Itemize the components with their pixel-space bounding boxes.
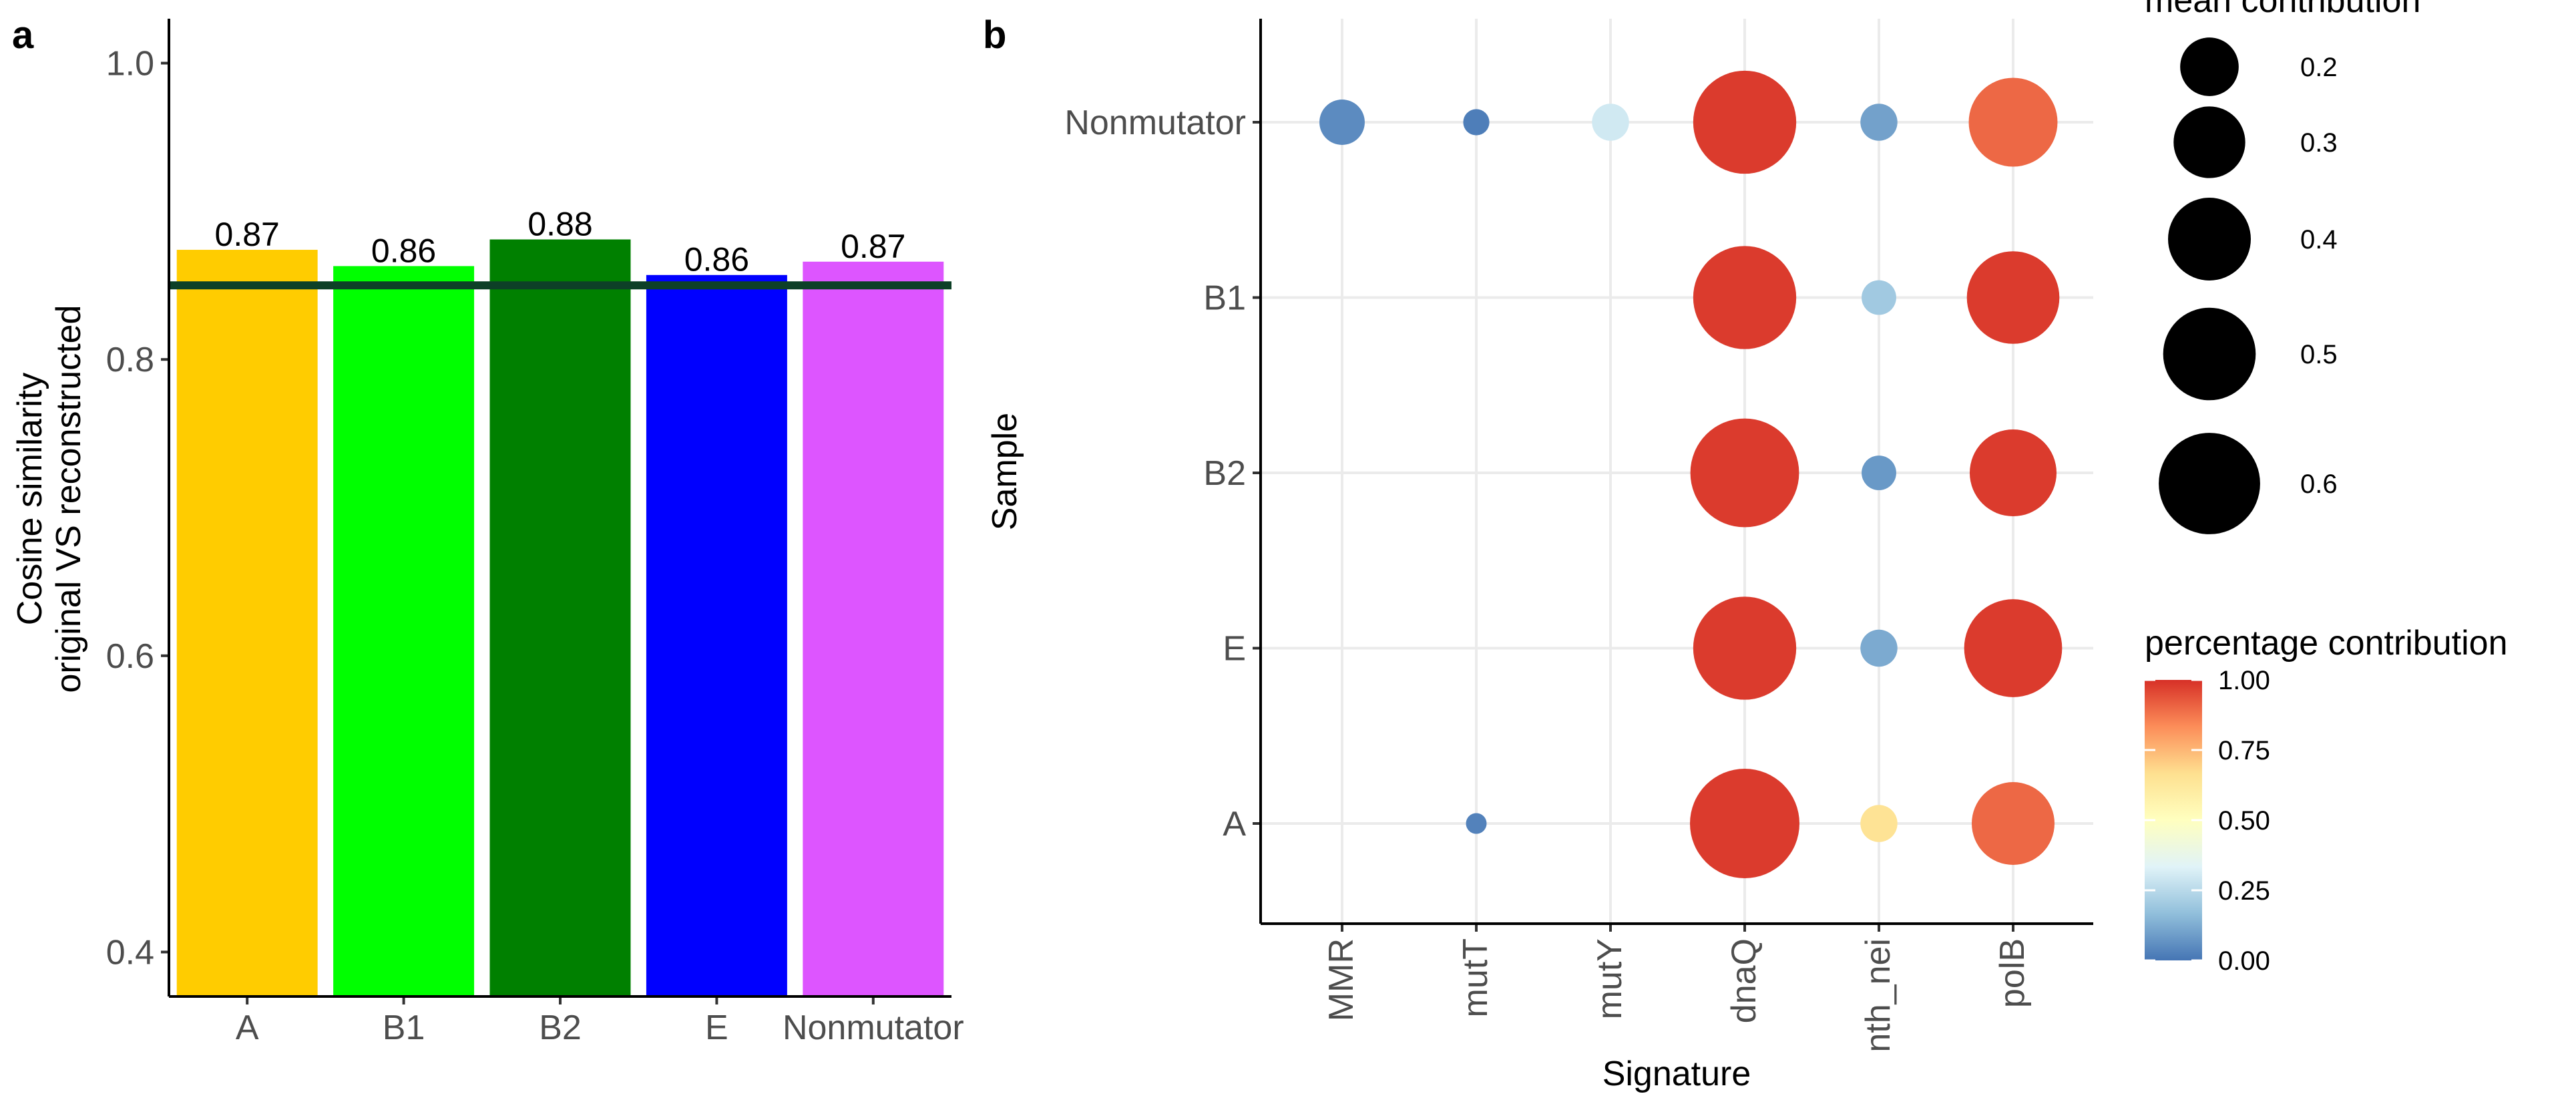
point [1860,629,1898,667]
bar-value-labels: 0.87 0.86 0.88 0.86 0.87 [215,206,906,279]
point [1862,280,1896,315]
color-legend-label: 0.25 [2218,876,2270,906]
y-axis-ticks: 0.4 0.6 0.8 1.0 [106,45,169,972]
size-legend-label: 0.5 [2300,340,2338,369]
panel-a-letter: a [12,13,34,57]
point [1966,251,2060,344]
x-tick-label: nth_nei [1859,938,1898,1053]
y-axis-title: Cosine similarity original VS reconstruct… [11,305,88,693]
point [1319,100,1365,145]
grid-lines [1261,19,2093,924]
bars [176,239,944,997]
y-tick-label: 0.8 [106,341,154,379]
size-legend-title: mean contribution [2145,0,2420,20]
color-legend-label: 0.50 [2218,806,2270,836]
point [1860,805,1898,842]
x-tick-label: Nonmutator [783,1008,964,1047]
point [1969,429,2057,517]
point [1690,769,1799,878]
bar-value-label: 0.87 [841,228,905,265]
point [1463,109,1490,136]
y-axis-title: Sample [986,413,1024,530]
bar-value-label: 0.86 [684,241,749,279]
bar [489,239,631,997]
y-tick-label: 1.0 [106,45,154,83]
points [1319,70,2063,878]
point [1964,599,2063,697]
point [1592,104,1629,141]
point [1690,418,1799,528]
x-tick-label: B2 [539,1008,582,1047]
panel-a-bar-chart: a Cosine similarity original VS reconstru… [11,13,964,1047]
x-axis-title: Signature [1602,1055,1751,1093]
size-legend-key [2180,37,2239,96]
y-tick-label: 0.6 [106,637,154,676]
x-tick-label: E [705,1008,728,1047]
y-axis-ticks: A E B2 B1 Nonmutator [1064,104,1261,844]
x-axis-ticks: MMR mutT mutY dnaQ nth_nei polB [1322,924,2032,1053]
y-axis-title-line: original VS reconstructed [49,305,88,693]
x-tick-label: MMR [1322,938,1361,1021]
panel-b-dot-plot: b A E B2 B1 Nonmutator MMR mutT mutY dnaQ nth_ne… [983,0,2508,1093]
size-legend-label: 0.4 [2300,225,2338,254]
point [1862,455,1896,490]
x-tick-label: mutY [1590,938,1629,1019]
color-legend-label: 1.00 [2218,666,2270,695]
size-legend-key [2159,433,2260,534]
bar [176,250,318,996]
size-legend-label: 0.2 [2300,53,2338,82]
y-tick-label: A [1223,805,1246,844]
color-legend-label: 0.75 [2218,736,2270,765]
size-legend-key [2173,106,2245,178]
point [1972,782,2055,865]
y-tick-label: B2 [1203,454,1246,493]
point [1968,77,2058,167]
size-legend-label: 0.3 [2300,128,2338,158]
y-tick-label: E [1223,630,1246,669]
point [1466,813,1487,834]
point [1860,104,1898,141]
panel-b-letter: b [983,13,1006,57]
bar [803,261,944,996]
size-legend: mean contribution 0.2 0.3 0.4 0.5 0.6 [2145,0,2420,534]
y-axis-title-line: Cosine similarity [11,373,49,626]
color-legend-title: percentage contribution [2145,624,2508,663]
x-tick-label: A [236,1008,259,1047]
x-tick-label: polB [1993,938,2032,1008]
x-axis-ticks: A B1 B2 E Nonmutator [236,996,964,1047]
x-tick-label: dnaQ [1725,938,1763,1023]
x-tick-label: B1 [383,1008,425,1047]
point [1693,70,1797,174]
color-legend: percentage contribution 0.00 0.25 0.50 0.75 1… [2145,624,2508,976]
bar [333,266,475,996]
bar [646,274,787,996]
color-legend-label: 0.00 [2218,946,2270,976]
y-tick-label: B1 [1203,279,1246,318]
bar-value-label: 0.86 [371,232,436,269]
x-tick-label: mutT [1456,938,1495,1017]
size-legend-key [2168,198,2251,281]
y-tick-label: Nonmutator [1064,104,1246,142]
y-tick-label: 0.4 [106,933,154,972]
bar-value-label: 0.88 [527,206,592,243]
point [1693,596,1797,700]
size-legend-key [2163,307,2256,401]
size-legend-label: 0.6 [2300,470,2338,499]
point [1693,246,1797,349]
bar-value-label: 0.87 [215,216,280,253]
